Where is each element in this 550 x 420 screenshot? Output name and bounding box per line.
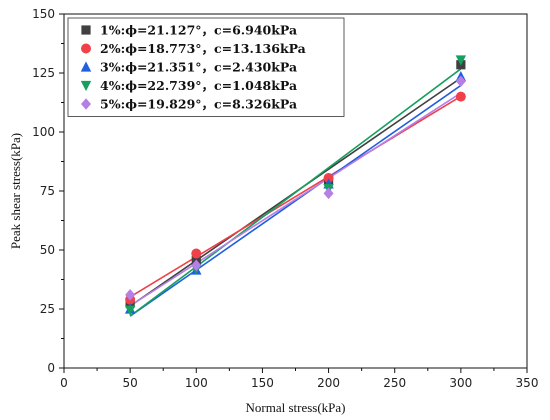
x-tick-label: 150	[251, 376, 274, 390]
data-point-s2	[323, 173, 334, 184]
data-point-s5	[323, 187, 334, 200]
x-tick-label: 100	[185, 376, 208, 390]
axes: 0 50 100 150 200 250 300 350 0 25 50 75 100 125 150	[32, 7, 538, 390]
legend-label-3: 3%:ϕ=21.351°，c=2.430kPa	[100, 60, 297, 75]
legend-marker-3	[80, 61, 92, 72]
x-axis-title: Normal stress(kPa)	[245, 400, 345, 415]
x-tick-label: 300	[449, 376, 472, 390]
x-tick-label: 250	[383, 376, 406, 390]
legend-marker-1	[81, 25, 91, 35]
x-tick-label: 50	[123, 376, 138, 390]
fit-line-4	[129, 68, 462, 317]
legend-label-5: 5%:ϕ=19.829°，c=8.326kPa	[100, 97, 297, 112]
fit-line-5	[129, 92, 462, 307]
y-tick-label: 100	[32, 125, 55, 139]
fit-lines	[129, 68, 462, 317]
data-point-s4	[455, 55, 467, 66]
y-axis-title: Peak shear stress(kPa)	[8, 133, 23, 249]
legend: 1%:ϕ=21.127°，c=6.940kPa 2%:ϕ=18.773°，c=13…	[67, 17, 345, 117]
data-point-s5	[191, 259, 202, 272]
legend-box	[67, 17, 345, 117]
y-tick-label: 150	[32, 7, 55, 21]
x-tick-label: 200	[317, 376, 340, 390]
y-tick-label: 50	[40, 243, 55, 257]
y-tick-label: 75	[40, 184, 55, 198]
legend-marker-5	[81, 98, 91, 110]
legend-marker-2	[81, 43, 91, 54]
x-tick-label: 350	[516, 376, 539, 390]
fit-line-3	[129, 84, 462, 317]
legend-marker-4	[80, 80, 92, 92]
data-point-s4	[124, 305, 136, 316]
legend-label-1: 1%:ϕ=21.127°，c=6.940kPa	[100, 23, 297, 38]
data-point-s2	[455, 91, 466, 102]
legend-label-2: 2%:ϕ=18.773°，c=13.136kPa	[100, 41, 306, 56]
y-tick-label: 125	[32, 66, 55, 80]
data-point-s5	[125, 289, 136, 301]
y-tick-label: 25	[40, 302, 55, 316]
legend-label-4: 4%:ϕ=22.739°，c=1.048kPa	[100, 78, 297, 93]
fit-line-2	[129, 95, 462, 298]
y-tick-label: 0	[47, 361, 55, 375]
data-points	[124, 55, 467, 316]
x-tick-label: 0	[60, 376, 68, 390]
data-point-s5	[455, 75, 466, 88]
data-point-s2	[191, 248, 202, 259]
